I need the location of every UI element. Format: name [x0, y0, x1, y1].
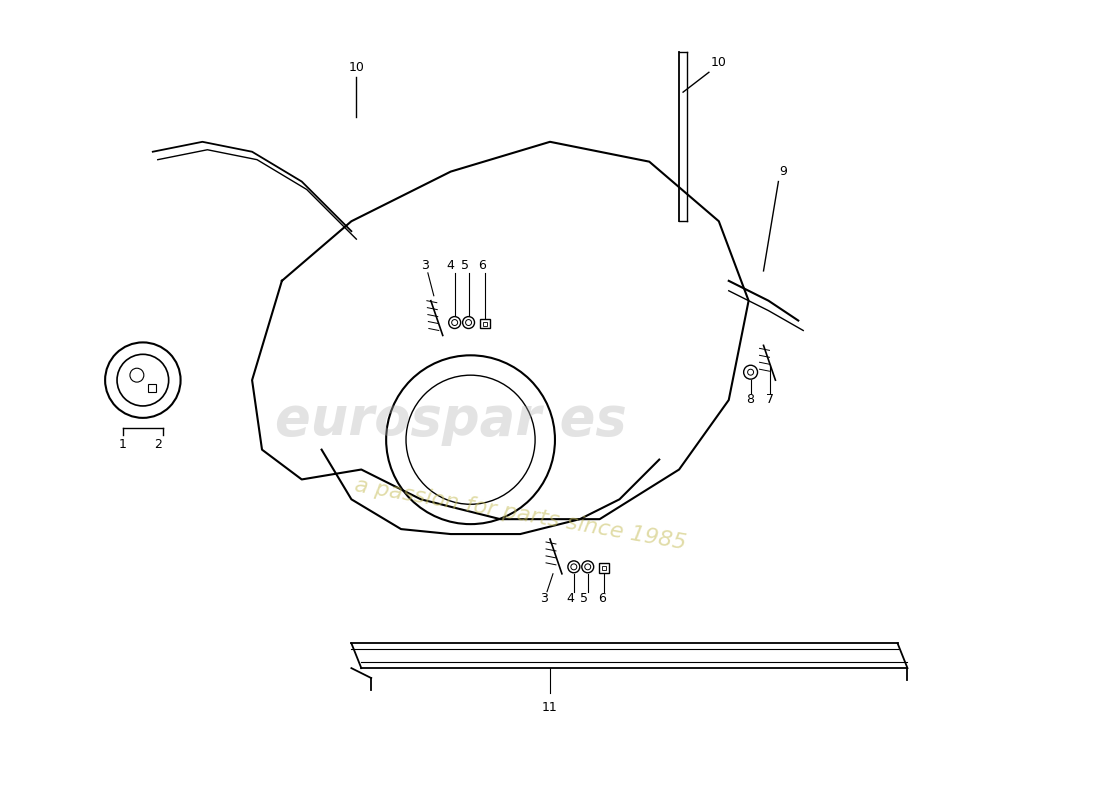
Bar [147, 384, 156, 392]
Text: 8: 8 [747, 394, 755, 406]
Text: 9: 9 [780, 165, 788, 178]
Text: 4: 4 [447, 259, 454, 273]
Text: 3: 3 [421, 259, 429, 273]
Text: 6: 6 [597, 592, 606, 605]
Text: 5: 5 [580, 592, 587, 605]
Text: 10: 10 [349, 61, 364, 74]
Bar [481, 318, 491, 329]
Text: 1: 1 [119, 438, 126, 451]
Text: 11: 11 [542, 702, 558, 714]
Text: a passion for parts since 1985: a passion for parts since 1985 [353, 475, 688, 554]
Text: 2: 2 [154, 438, 162, 451]
Text: 7: 7 [767, 394, 774, 406]
Text: eurospar es: eurospar es [275, 394, 627, 446]
Text: 6: 6 [478, 259, 486, 273]
Bar [602, 566, 606, 570]
Text: 3: 3 [540, 592, 548, 605]
Bar [598, 563, 608, 573]
Text: 5: 5 [461, 259, 469, 273]
Text: 10: 10 [711, 56, 727, 69]
Bar [484, 322, 487, 326]
Text: 4: 4 [565, 592, 574, 605]
